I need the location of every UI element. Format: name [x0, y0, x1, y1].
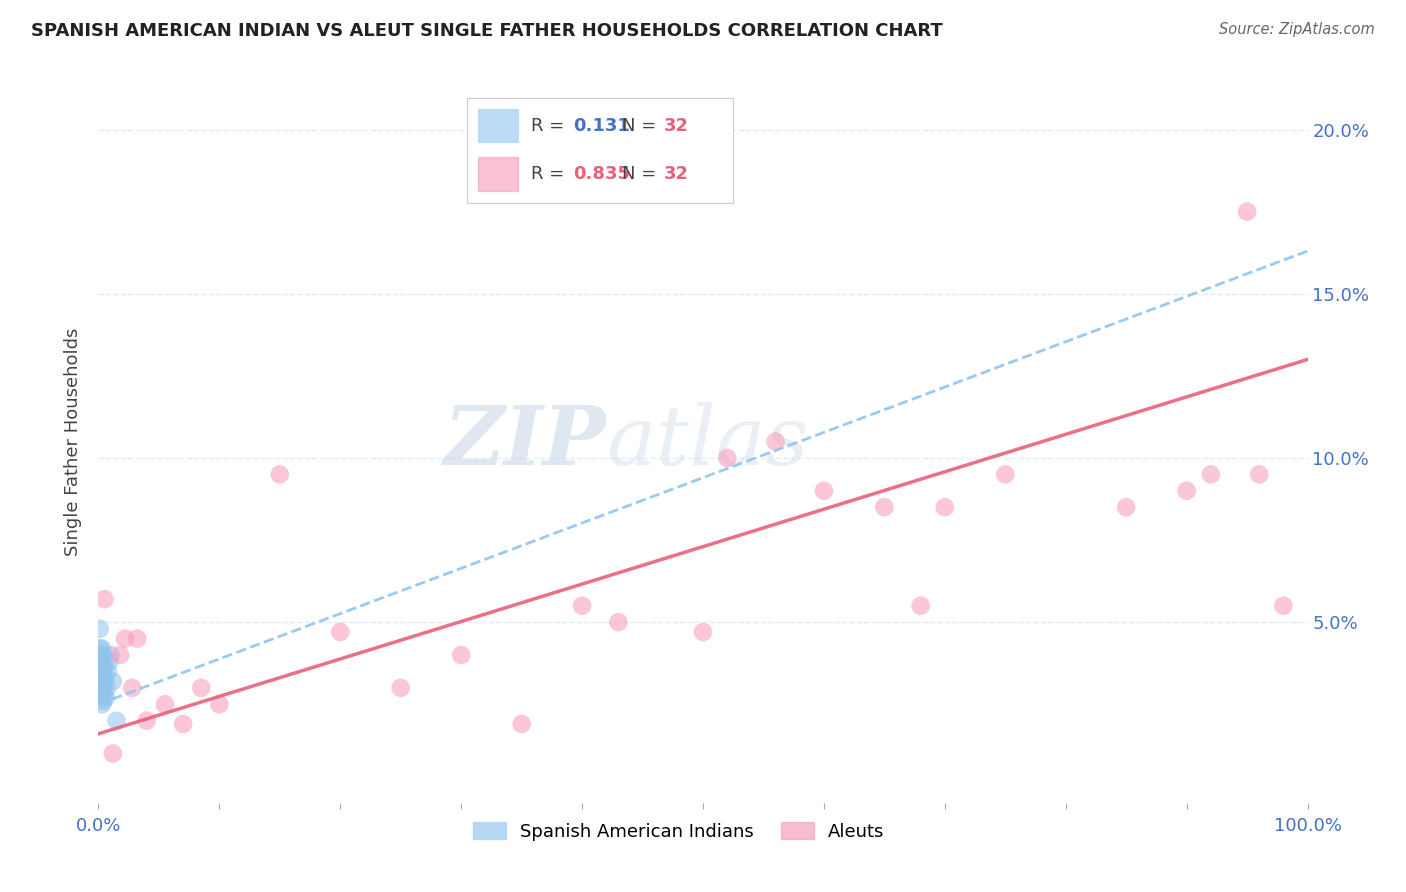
Point: [127, 632, 149, 646]
Point: [765, 434, 787, 449]
Point: [89, 622, 111, 636]
Point: [329, 625, 352, 640]
Point: [91, 674, 114, 689]
Point: [91, 665, 114, 679]
Point: [93, 687, 115, 701]
Point: [121, 681, 143, 695]
Point: [100, 648, 122, 662]
Point: [89, 641, 111, 656]
Point: [101, 747, 124, 761]
Point: [1115, 500, 1137, 515]
Point: [89, 665, 111, 679]
Point: [994, 467, 1017, 482]
Point: [873, 500, 896, 515]
Text: atlas: atlas: [606, 401, 808, 482]
Point: [190, 681, 212, 695]
Point: [91, 694, 114, 708]
Point: [93, 661, 115, 675]
Point: [97, 665, 120, 679]
Point: [90, 681, 112, 695]
Point: [91, 648, 114, 662]
Legend: Spanish American Indians, Aleuts: Spanish American Indians, Aleuts: [465, 815, 891, 848]
Point: [91, 657, 114, 672]
Point: [571, 599, 593, 613]
Point: [89, 681, 111, 695]
Point: [208, 698, 231, 712]
Point: [91, 687, 114, 701]
Point: [91, 655, 114, 669]
Point: [607, 615, 630, 630]
Text: ZIP: ZIP: [444, 401, 606, 482]
Point: [90, 657, 112, 672]
Point: [813, 483, 835, 498]
Point: [108, 648, 131, 662]
Point: [98, 655, 121, 669]
Point: [1272, 599, 1295, 613]
Point: [90, 671, 112, 685]
Point: [389, 681, 412, 695]
Point: [91, 698, 114, 712]
Point: [101, 674, 124, 689]
Point: [1175, 483, 1198, 498]
Point: [105, 714, 128, 728]
Point: [910, 599, 932, 613]
Point: [1236, 204, 1258, 219]
Point: [135, 714, 157, 728]
Point: [1249, 467, 1271, 482]
Text: Source: ZipAtlas.com: Source: ZipAtlas.com: [1219, 22, 1375, 37]
Point: [716, 450, 738, 465]
Point: [692, 625, 714, 640]
Text: SPANISH AMERICAN INDIAN VS ALEUT SINGLE FATHER HOUSEHOLDS CORRELATION CHART: SPANISH AMERICAN INDIAN VS ALEUT SINGLE …: [31, 22, 942, 40]
Point: [96, 681, 118, 695]
Point: [89, 655, 111, 669]
Point: [450, 648, 472, 662]
Point: [90, 687, 112, 701]
Point: [269, 467, 291, 482]
Point: [94, 690, 117, 705]
Point: [91, 671, 114, 685]
Point: [90, 648, 112, 662]
Point: [1199, 467, 1222, 482]
Point: [94, 671, 117, 685]
Point: [91, 681, 114, 695]
Point: [510, 717, 533, 731]
Y-axis label: Single Father Households: Single Father Households: [65, 327, 83, 556]
Point: [91, 641, 114, 656]
Point: [114, 632, 136, 646]
Point: [93, 592, 115, 607]
Point: [172, 717, 194, 731]
Point: [934, 500, 956, 515]
Point: [93, 674, 115, 689]
Point: [153, 698, 176, 712]
